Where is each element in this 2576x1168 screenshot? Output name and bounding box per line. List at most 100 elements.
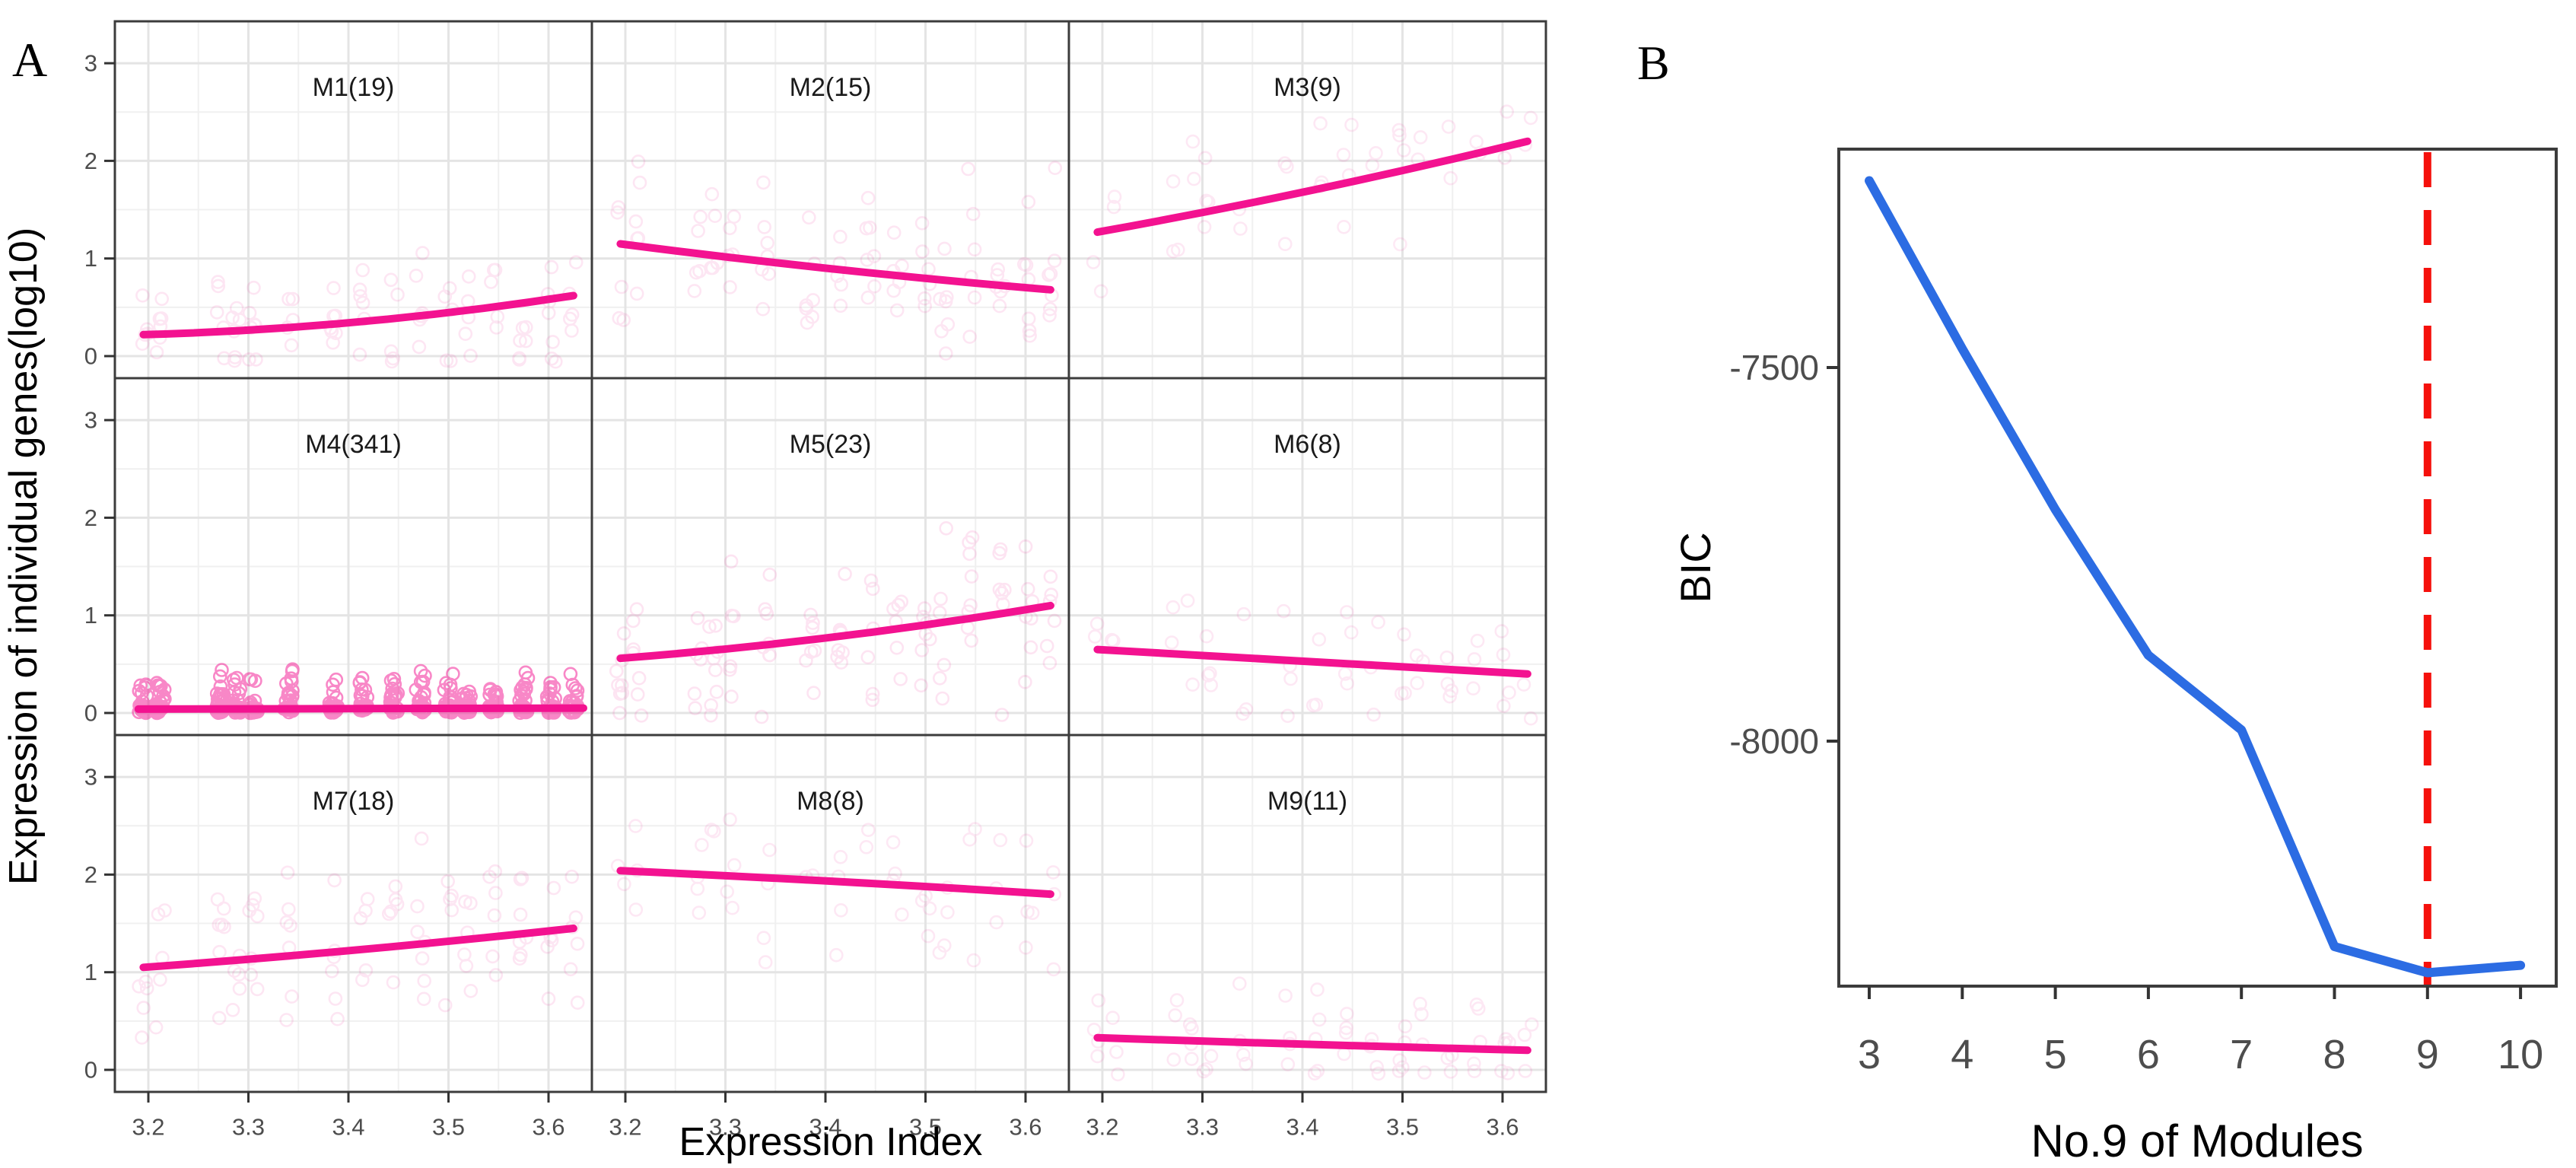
scatter-point xyxy=(806,293,820,307)
scatter-point xyxy=(834,277,848,292)
scatter-point xyxy=(705,260,720,275)
scatter-point xyxy=(966,953,981,968)
facet-background xyxy=(1069,378,1546,735)
scatter-point xyxy=(895,259,909,273)
scatter-point xyxy=(805,310,819,324)
y-tick-label: 3 xyxy=(84,50,97,77)
scatter-point xyxy=(968,822,982,836)
scatter-point xyxy=(513,907,528,922)
scatter-point xyxy=(1494,624,1509,638)
scatter-point xyxy=(762,648,777,663)
trend-line xyxy=(616,867,1054,899)
scatter-point xyxy=(939,520,953,536)
scatter-point xyxy=(1109,1045,1124,1059)
scatter-points xyxy=(1088,594,1538,726)
scatter-point xyxy=(610,205,625,220)
scatter-point xyxy=(512,352,526,367)
scatter-point xyxy=(1105,1010,1120,1025)
scatter-point xyxy=(231,967,246,982)
y-tick-label: 2 xyxy=(84,504,97,531)
scatter-point xyxy=(388,892,403,907)
scatter-point xyxy=(1417,1065,1432,1080)
scatter-point xyxy=(1047,253,1062,269)
scatter-point xyxy=(484,275,498,289)
scatter-point xyxy=(1444,683,1459,699)
scatter-point xyxy=(723,812,737,827)
scatter-point xyxy=(962,546,977,562)
scatter-point xyxy=(1500,1066,1515,1080)
y-tick-label: 0 xyxy=(84,1057,97,1084)
scatter-point xyxy=(961,161,975,177)
scatter-point xyxy=(727,858,742,873)
scatter-point xyxy=(1018,674,1032,689)
scatter-point xyxy=(1239,1056,1253,1071)
scatter-point xyxy=(212,669,227,684)
facet-background xyxy=(115,735,592,1092)
scatter-point xyxy=(1467,1056,1481,1071)
scatter-point xyxy=(210,892,225,907)
scatter-point xyxy=(724,689,739,704)
scatter-point xyxy=(444,902,460,918)
scatter-point xyxy=(148,1020,164,1035)
x-tick-label: 3.3 xyxy=(709,1114,742,1141)
scatter-point xyxy=(1305,698,1321,713)
scatter-point xyxy=(1046,962,1061,977)
scatter-point xyxy=(614,279,629,294)
scatter-point xyxy=(806,616,820,630)
scatter-point xyxy=(1470,633,1485,648)
scatter-point xyxy=(1199,1062,1213,1077)
scatter-point xyxy=(279,915,294,930)
scatter-point xyxy=(418,668,432,683)
scatter-point xyxy=(754,709,769,724)
scatter-point xyxy=(512,951,527,966)
scatter-point xyxy=(135,288,150,303)
scatter-point xyxy=(1199,193,1213,208)
scatter-point xyxy=(390,897,405,912)
scatter-point xyxy=(215,663,229,677)
scatter-point xyxy=(1019,940,1033,955)
scatter-point xyxy=(709,684,724,699)
scatter-point xyxy=(1239,702,1254,717)
scatter-point xyxy=(1344,117,1359,132)
scatter-point xyxy=(866,581,880,597)
scatter-point xyxy=(153,972,167,987)
scatter-point xyxy=(1047,613,1062,629)
scatter-point xyxy=(242,305,257,320)
y-tick-label: 2 xyxy=(84,861,97,888)
scatter-point xyxy=(799,653,813,668)
scatter-point xyxy=(886,283,901,298)
scatter-point xyxy=(993,542,1008,557)
scatter-point xyxy=(446,667,460,681)
scatter-point xyxy=(1169,993,1185,1007)
scatter-point xyxy=(1197,219,1212,234)
scatter-point xyxy=(284,671,299,686)
scatter-point xyxy=(939,346,953,361)
scatter-point xyxy=(444,888,459,903)
scatter-point xyxy=(1338,1025,1353,1040)
scatter-point xyxy=(631,670,647,686)
scatter-point xyxy=(457,947,472,962)
scatter-point xyxy=(994,708,1010,722)
scatter-point xyxy=(803,644,819,660)
y-tick-label: 3 xyxy=(84,407,97,434)
scatter-point xyxy=(835,645,850,660)
scatter-point xyxy=(940,317,956,332)
scatter-point xyxy=(247,891,262,906)
scatter-point xyxy=(1022,323,1037,338)
scatter-point xyxy=(1409,648,1424,663)
scatter-point xyxy=(541,305,556,320)
scatter-point xyxy=(1494,1064,1509,1078)
scatter-point xyxy=(563,962,578,977)
scatter-point xyxy=(1236,706,1250,721)
scatter-point xyxy=(1280,708,1295,724)
scatter-point xyxy=(544,351,559,366)
scatter-point xyxy=(152,311,167,326)
scatter-point xyxy=(1467,1064,1482,1078)
scatter-point xyxy=(1371,1066,1386,1081)
scatter-point xyxy=(1020,581,1035,597)
scatter-point xyxy=(708,618,723,633)
scatter-point xyxy=(989,915,1003,930)
scatter-point xyxy=(1525,1017,1539,1032)
scatter-point xyxy=(543,676,558,690)
scatter-point xyxy=(867,249,882,264)
